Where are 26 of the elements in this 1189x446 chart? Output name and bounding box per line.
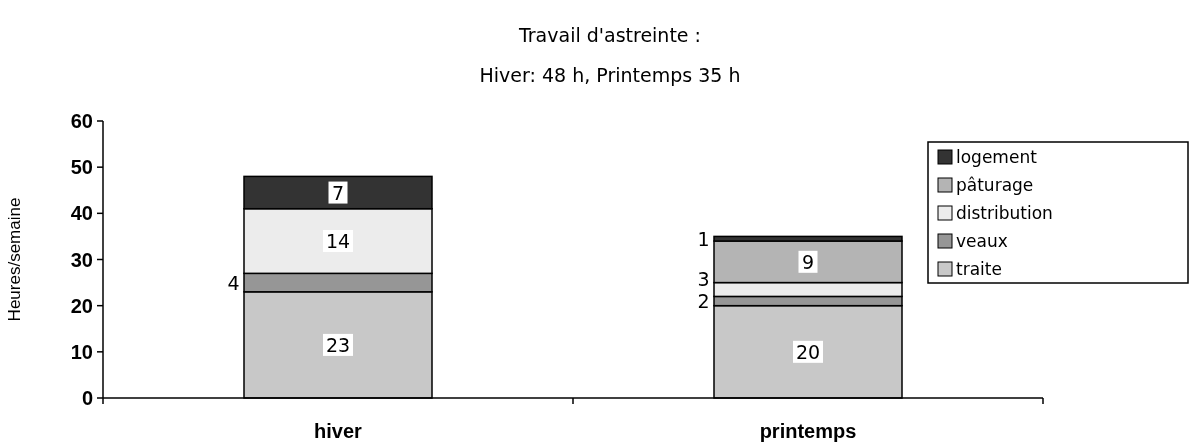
- y-tick-label: 30: [70, 248, 93, 271]
- y-tick-label: 40: [70, 202, 93, 225]
- data-label: 14: [325, 230, 351, 253]
- data-label: 3: [697, 268, 710, 291]
- x-tick-label: printemps: [759, 420, 857, 442]
- legend-label: distribution: [956, 203, 1053, 223]
- chart-subtitle: Hiver: 48 h, Printemps 35 h: [479, 64, 741, 86]
- data-label: 9: [801, 250, 815, 273]
- x-tick-label: hiver: [314, 420, 363, 442]
- data-label: 23: [325, 333, 351, 356]
- y-tick-label: 60: [70, 110, 93, 132]
- legend-label: pâturage: [956, 175, 1034, 195]
- data-label: 7: [331, 181, 345, 204]
- data-label: 20: [795, 340, 821, 363]
- legend-label: veaux: [956, 231, 1008, 251]
- y-tick-label: 20: [70, 294, 93, 317]
- data-label: 1: [697, 227, 710, 250]
- y-tick-label: 10: [70, 340, 93, 363]
- legend-label: logement: [956, 147, 1038, 167]
- y-tick-label: 50: [70, 156, 93, 179]
- data-label: 2: [697, 290, 710, 313]
- legend-label: traite: [956, 259, 1002, 279]
- y-axis-title: Heures/semaine: [5, 197, 24, 322]
- data-label: 4: [227, 271, 240, 294]
- chart-title: Travail d'astreinte :: [517, 24, 702, 46]
- y-tick-label: 0: [81, 387, 93, 409]
